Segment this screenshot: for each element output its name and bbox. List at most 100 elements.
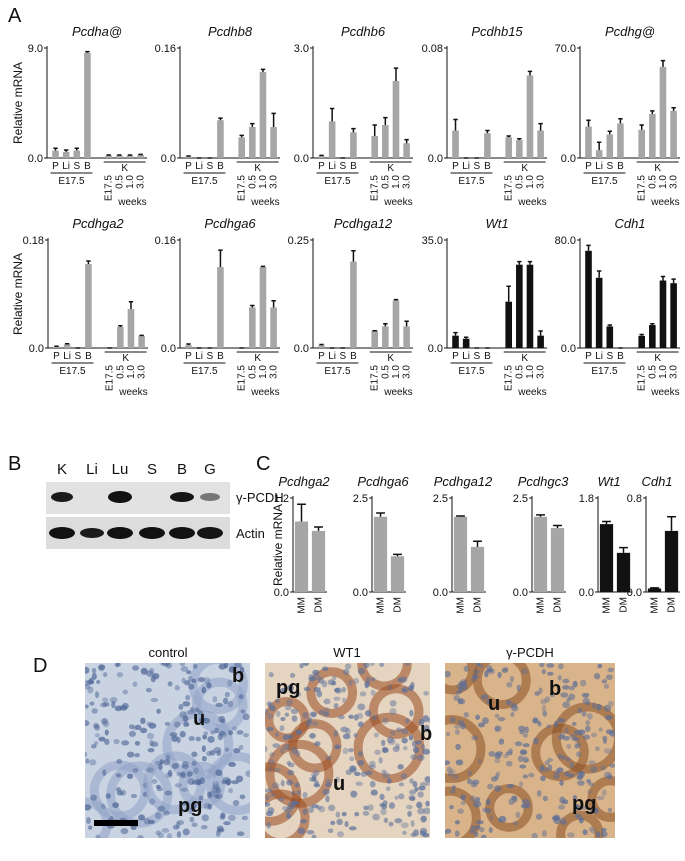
y-tick-label: 0.0 [428, 153, 443, 165]
nucleus [524, 726, 529, 734]
nucleus [98, 665, 105, 672]
nucleus [212, 784, 220, 790]
error-bar [54, 345, 59, 347]
group-label: E17.5 [458, 176, 485, 187]
x-tick-label: MM [650, 597, 661, 614]
bar [249, 307, 256, 348]
bar [617, 123, 624, 158]
nucleus [179, 711, 187, 719]
scale-bar [94, 820, 138, 826]
bar [311, 530, 326, 592]
y-tick-label: 0.0 [28, 153, 43, 165]
x-unit-label: weeks [250, 197, 279, 208]
x-tick-label: 0.5 [514, 175, 525, 189]
nucleus [589, 806, 598, 814]
band [200, 493, 220, 501]
nucleus [349, 765, 357, 772]
bar [670, 110, 677, 158]
error-bar [453, 331, 458, 336]
nucleus [91, 744, 97, 749]
nucleus [510, 702, 518, 709]
bar [117, 327, 124, 348]
nucleus [324, 707, 330, 714]
nucleus [569, 761, 575, 769]
nucleus [521, 667, 528, 675]
x-tick-label: Li [63, 351, 71, 362]
x-tick-label: S [339, 351, 346, 362]
chart-title: Pcdhb6 [341, 24, 386, 39]
nucleus [480, 834, 487, 838]
nucleus [557, 717, 566, 723]
x-tick-label: P [585, 161, 592, 172]
x-tick-label: DM [473, 597, 484, 613]
x-tick-label: S [606, 351, 613, 362]
bar [318, 156, 325, 158]
nucleus [412, 781, 418, 788]
bar [85, 264, 92, 348]
nucleus [112, 802, 119, 808]
nucleus [582, 829, 588, 835]
x-tick-label: E17.5 [637, 365, 648, 392]
error-bar [239, 134, 244, 138]
nucleus [401, 737, 408, 744]
nucleus [370, 689, 376, 696]
nucleus [587, 789, 592, 794]
image-label: b [420, 723, 432, 745]
y-tick-label: 0.0 [29, 343, 44, 355]
x-unit-label: weeks [650, 387, 679, 398]
nucleus [582, 805, 587, 811]
nucleus [128, 730, 136, 737]
nucleus [147, 819, 155, 824]
image-label: u [193, 708, 205, 730]
nucleus [207, 791, 213, 799]
x-tick-label: E17.5 [637, 175, 648, 202]
band [51, 492, 73, 502]
image-title: control [148, 645, 187, 660]
nucleus [159, 663, 165, 666]
nucleus [426, 781, 430, 786]
nucleus [370, 677, 376, 682]
error-bar [127, 154, 133, 156]
error-bar [456, 515, 465, 517]
nucleus [95, 834, 101, 838]
tubule [265, 789, 310, 838]
nucleus [156, 784, 161, 789]
nucleus [287, 769, 295, 776]
nucleus [544, 696, 551, 703]
nucleus [148, 722, 157, 729]
blot: K Li Lu S B G γ-PCDH Actin [46, 461, 284, 549]
x-unit-label: weeks [650, 197, 679, 208]
bar [52, 150, 59, 158]
x-tick-label: E17.5 [237, 175, 248, 202]
nucleus [541, 704, 547, 712]
nucleus [341, 697, 347, 703]
nucleus [473, 669, 481, 675]
nucleus [236, 831, 245, 837]
error-bar [85, 50, 90, 53]
error-bar [383, 323, 388, 327]
x-tick-label: 3.0 [669, 365, 680, 379]
nucleus [325, 756, 333, 761]
nucleus [291, 800, 297, 807]
nucleus [560, 820, 568, 826]
nucleus [191, 805, 196, 812]
bar [392, 81, 400, 158]
error-bar [351, 127, 356, 133]
error-bar [319, 343, 324, 346]
nucleus [521, 799, 530, 804]
chart-title: Pcdhga6 [357, 474, 409, 489]
nucleus [484, 670, 489, 678]
nucleus [165, 663, 172, 669]
nucleus [280, 779, 285, 787]
nucleus [206, 682, 212, 689]
chart-title: Pcdhga12 [334, 216, 393, 231]
nucleus [572, 794, 578, 801]
group-label: E17.5 [191, 176, 218, 187]
nucleus [379, 663, 385, 667]
bar [516, 140, 523, 158]
error-bar [527, 70, 533, 76]
nucleus [372, 813, 380, 821]
error-bar [250, 304, 255, 308]
error-bar [667, 516, 676, 531]
x-tick-label: 0.5 [647, 175, 658, 189]
